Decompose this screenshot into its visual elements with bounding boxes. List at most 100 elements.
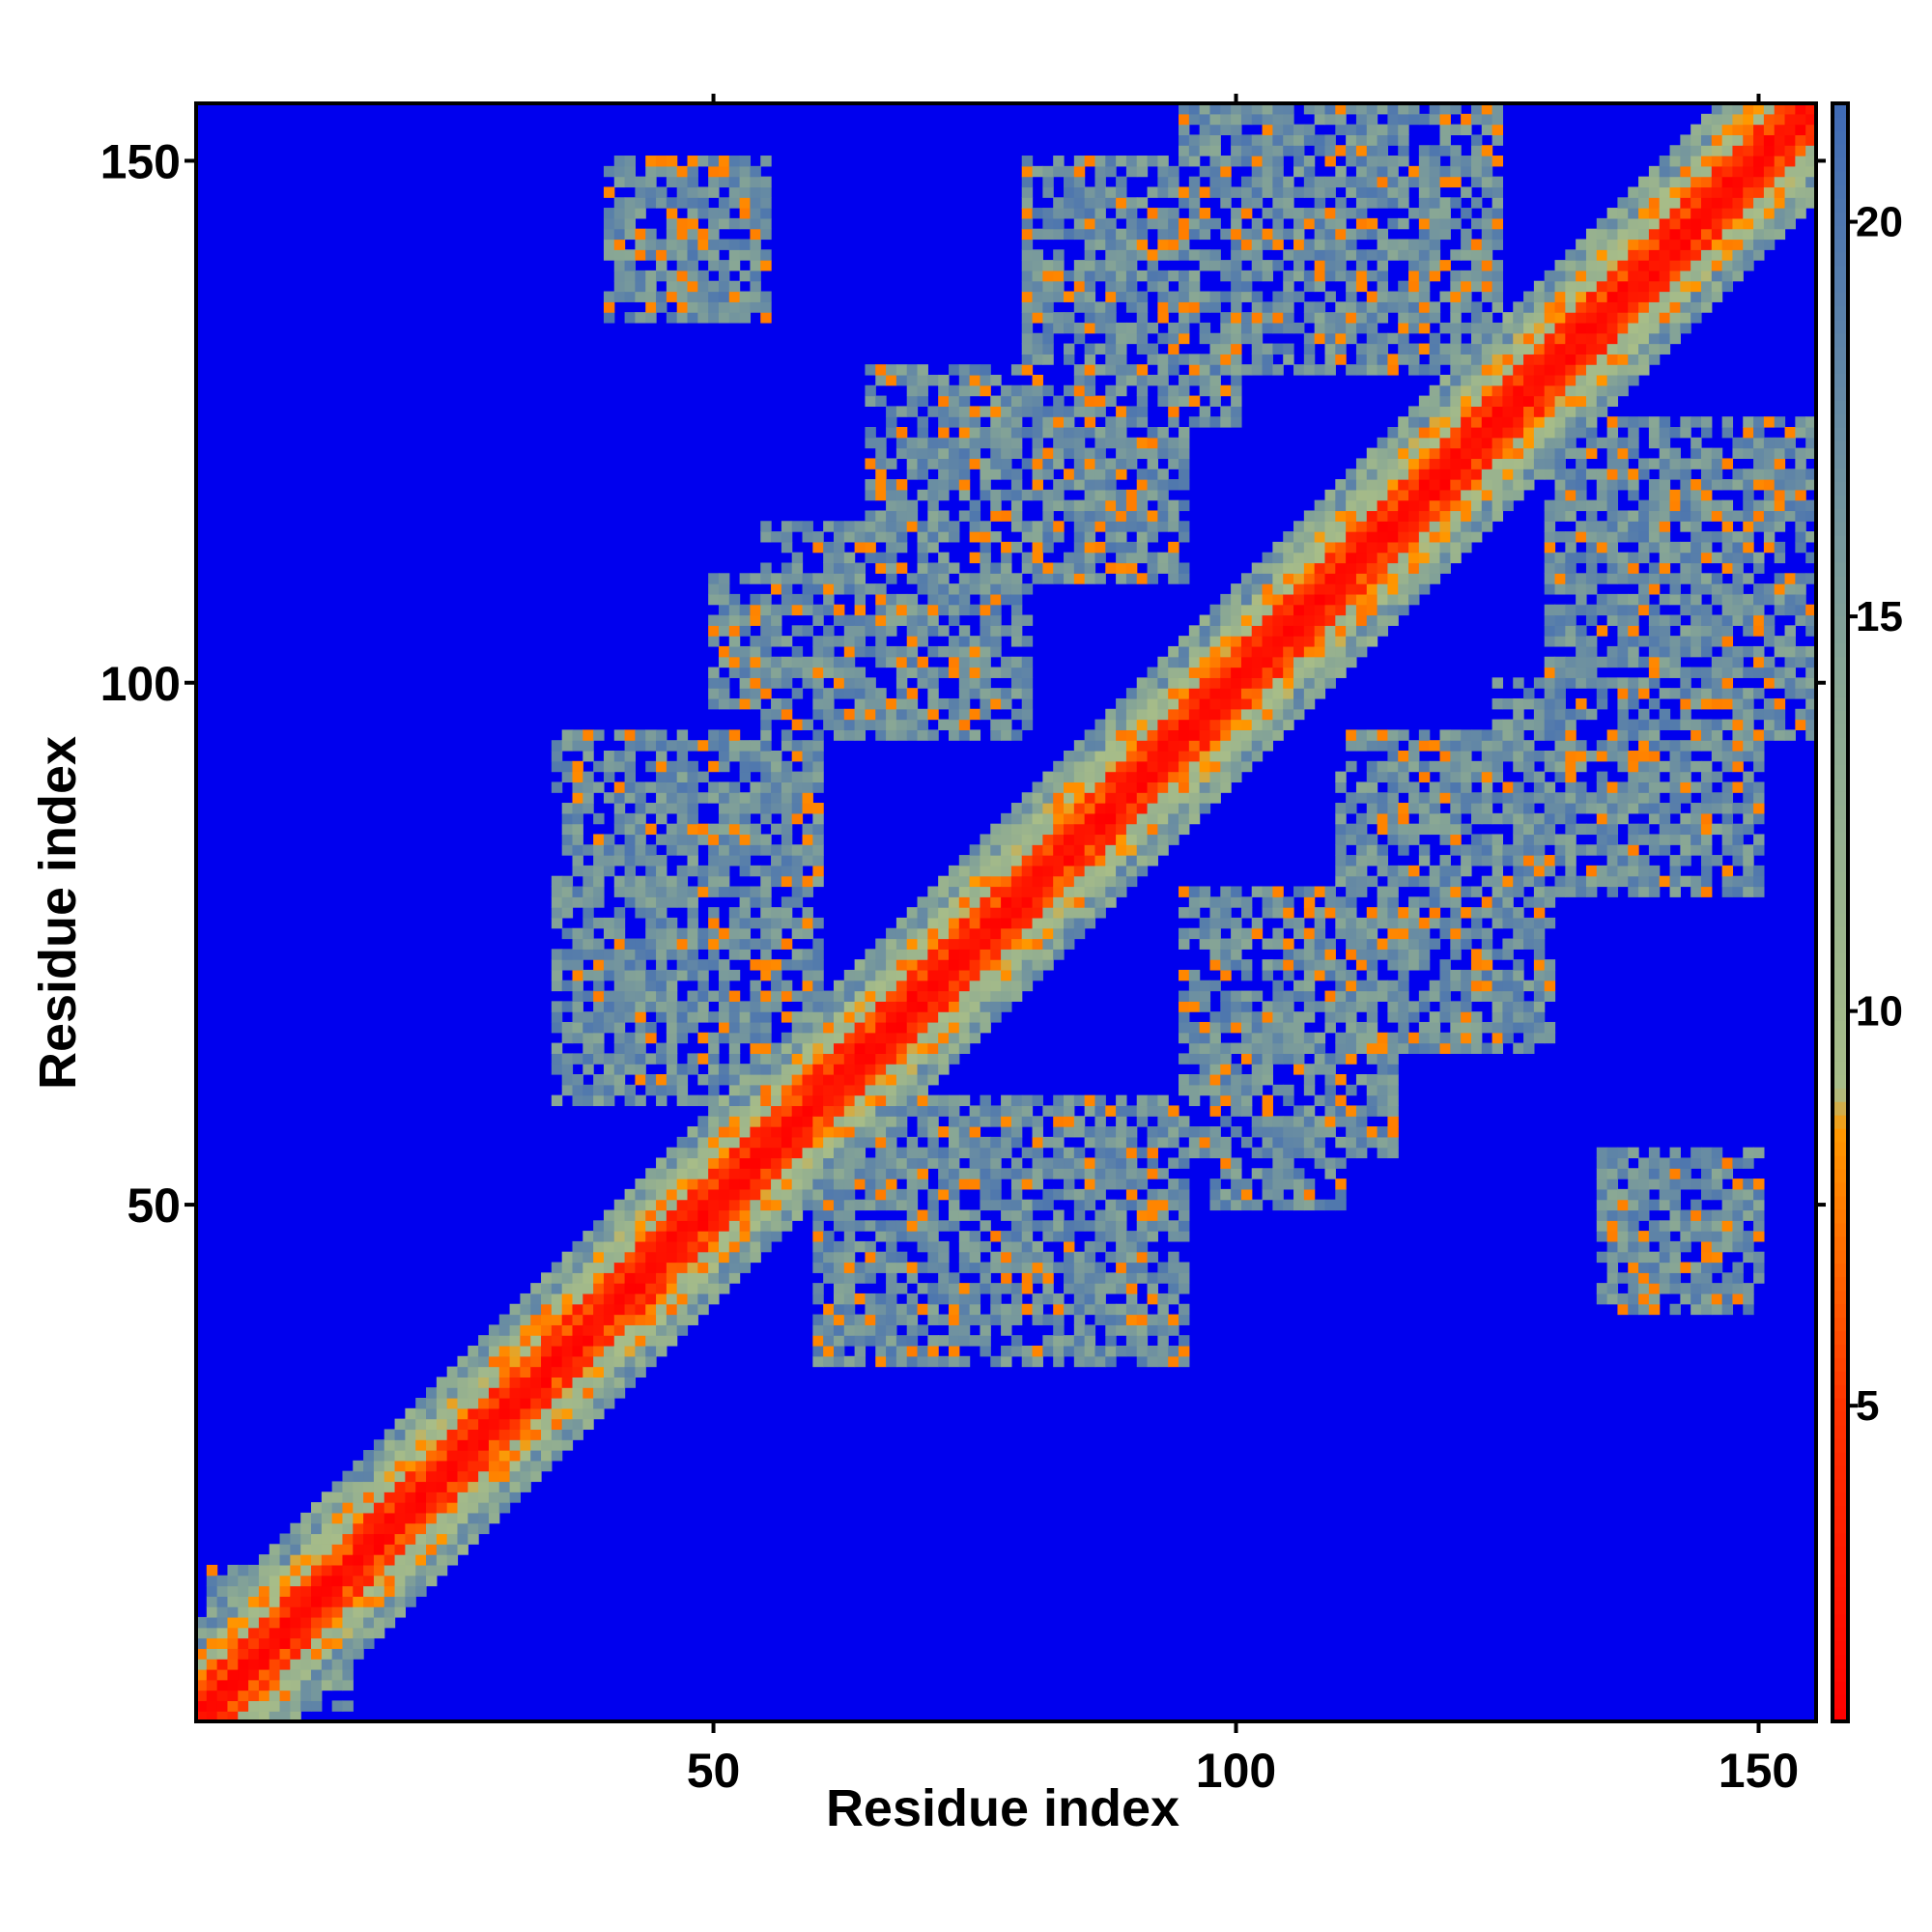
- heatmap-cell: [1064, 510, 1075, 522]
- heatmap-cell: [865, 458, 876, 469]
- heatmap-cell: [206, 1585, 218, 1597]
- heatmap-cell: [760, 1147, 772, 1159]
- heatmap-cell: [1116, 1209, 1127, 1221]
- heatmap-cell: [739, 270, 752, 282]
- heatmap-cell: [843, 1231, 856, 1242]
- heatmap-cell: [488, 1335, 500, 1347]
- heatmap-cell: [415, 1470, 427, 1483]
- heatmap-cell: [551, 1377, 563, 1388]
- heatmap-cell: [938, 447, 950, 460]
- heatmap-cell: [509, 1366, 521, 1378]
- heatmap-cell: [1073, 531, 1086, 543]
- heatmap-cell: [1053, 771, 1065, 783]
- heatmap-cell: [1084, 395, 1096, 407]
- heatmap-cell: [1116, 176, 1127, 188]
- heatmap-cell: [1220, 729, 1232, 741]
- heatmap-cell: [1188, 1001, 1201, 1012]
- heatmap-cell: [927, 447, 939, 460]
- heatmap-cell: [196, 1627, 208, 1639]
- heatmap-cell: [1272, 1053, 1284, 1065]
- heatmap-cell: [718, 625, 730, 637]
- heatmap-cell: [1073, 280, 1086, 293]
- heatmap-cell: [1094, 301, 1106, 313]
- heatmap-cell: [593, 1094, 605, 1107]
- heatmap-cell: [656, 865, 668, 877]
- heatmap-cell: [1231, 1157, 1242, 1169]
- heatmap-cell: [656, 1084, 668, 1096]
- heatmap-cell: [363, 1502, 375, 1514]
- heatmap-cell: [1251, 614, 1264, 626]
- heatmap-cell: [1073, 1272, 1086, 1284]
- heatmap-cell: [624, 781, 637, 793]
- heatmap-cell: [812, 1179, 824, 1190]
- heatmap-cell: [875, 552, 887, 564]
- heatmap-cell: [865, 1021, 876, 1034]
- heatmap-cell: [718, 1105, 730, 1117]
- heatmap-cell: [656, 1001, 668, 1012]
- heatmap-cell: [572, 1283, 583, 1294]
- heatmap-cell: [1053, 427, 1065, 439]
- heatmap-cell: [1157, 165, 1169, 178]
- heatmap-cell: [1157, 803, 1169, 814]
- heatmap-cell: [666, 1157, 678, 1169]
- heatmap-cell: [760, 719, 772, 730]
- heatmap-cell: [791, 803, 804, 814]
- heatmap-cell: [886, 697, 897, 710]
- heatmap-cell: [656, 1074, 668, 1086]
- heatmap-cell: [656, 1272, 668, 1284]
- heatmap-cell: [1136, 1094, 1149, 1107]
- heatmap-cell: [1053, 917, 1065, 929]
- heatmap-cell: [1021, 427, 1034, 439]
- heatmap-cell: [865, 1074, 876, 1086]
- heatmap-cell: [823, 667, 835, 678]
- heatmap-cell: [895, 1001, 908, 1012]
- heatmap-cell: [833, 1168, 845, 1179]
- heatmap-cell: [697, 1074, 709, 1086]
- heatmap-cell: [1188, 677, 1201, 689]
- heatmap-cell: [248, 1616, 260, 1629]
- heatmap-cell: [969, 688, 981, 699]
- heatmap-cell: [1136, 751, 1149, 762]
- heatmap-cell: [728, 1126, 741, 1138]
- heatmap-cell: [802, 583, 813, 595]
- heatmap-cell: [958, 406, 971, 417]
- heatmap-cell: [1125, 1168, 1138, 1179]
- heatmap-cell: [1272, 228, 1284, 241]
- heatmap-cell: [666, 1220, 678, 1232]
- heatmap-cell: [990, 469, 1002, 480]
- heatmap-cell: [708, 260, 720, 271]
- heatmap-cell: [353, 1460, 364, 1472]
- heatmap-cell: [739, 760, 752, 773]
- heatmap-cell: [958, 855, 971, 867]
- heatmap-cell: [1262, 636, 1273, 647]
- heatmap-cell: [1179, 469, 1190, 480]
- heatmap-cell: [1042, 312, 1054, 324]
- heatmap-cell: [1147, 1231, 1158, 1242]
- heatmap-cell: [1209, 907, 1221, 919]
- heatmap-cell: [206, 1700, 218, 1712]
- heatmap-cell: [227, 1585, 239, 1597]
- heatmap-cell: [1157, 1355, 1169, 1368]
- heatmap-cell: [624, 208, 637, 219]
- heatmap-cell: [781, 844, 793, 856]
- heatmap-cell: [1157, 1136, 1169, 1149]
- heatmap-cell: [206, 1648, 218, 1660]
- heatmap-cell: [1262, 322, 1273, 334]
- heatmap-cell: [760, 176, 772, 188]
- heatmap-cell: [216, 1637, 229, 1649]
- heatmap-cell: [980, 938, 991, 950]
- heatmap-cell: [697, 239, 709, 250]
- heatmap-cell: [1168, 1188, 1179, 1201]
- heatmap-cell: [1084, 489, 1096, 501]
- heatmap-cell: [708, 1220, 720, 1232]
- heatmap-cell: [1116, 541, 1127, 554]
- heatmap-cell: [342, 1679, 354, 1691]
- heatmap-cell: [927, 593, 939, 606]
- heatmap-cell: [1001, 427, 1012, 439]
- heatmap-cell: [1042, 907, 1054, 919]
- heatmap-cell: [1064, 1335, 1075, 1347]
- heatmap-cell: [990, 458, 1002, 469]
- heatmap-cell: [1010, 1179, 1023, 1190]
- heatmap-cell: [1168, 812, 1179, 825]
- heatmap-cell: [676, 228, 689, 241]
